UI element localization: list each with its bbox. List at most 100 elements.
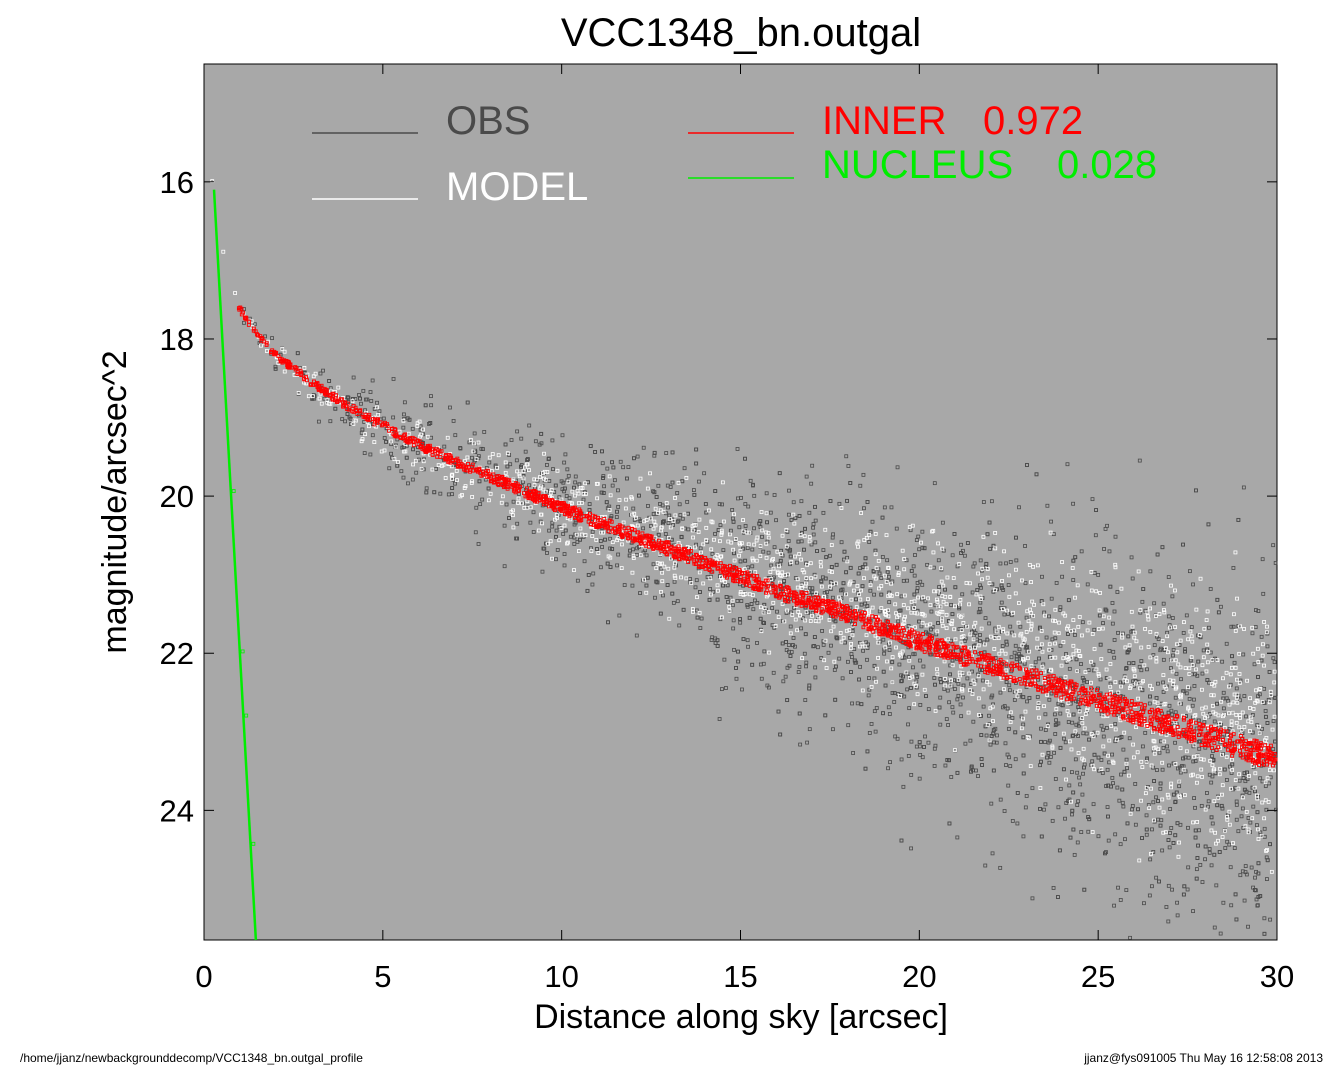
obs-point (1087, 737, 1092, 742)
obs-point (646, 504, 650, 508)
obs-point (632, 456, 636, 461)
obs-point (399, 469, 404, 474)
model-point (934, 597, 939, 602)
obs-point (751, 607, 756, 612)
obs-point (1179, 677, 1183, 682)
obs-point (720, 502, 724, 507)
obs-point (854, 597, 858, 602)
obs-point (869, 722, 874, 726)
model-point (634, 515, 638, 520)
model-point (799, 583, 804, 588)
obs-point (769, 563, 774, 568)
obs-point (1085, 582, 1090, 587)
obs-point (608, 565, 613, 569)
obs-point (914, 679, 919, 684)
obs-point (357, 393, 361, 397)
obs-point (608, 516, 613, 521)
obs-point (987, 520, 992, 525)
obs-point (1244, 789, 1249, 794)
obs-point (1018, 624, 1023, 629)
model-point (973, 620, 978, 625)
obs-point (347, 415, 352, 420)
obs-point (752, 526, 756, 531)
obs-point (600, 449, 604, 454)
obs-point (775, 609, 779, 614)
obs-point (1021, 695, 1026, 700)
obs-point (886, 705, 891, 710)
obs-point (1075, 803, 1080, 807)
obs-point (1250, 785, 1255, 790)
obs-point (715, 644, 720, 648)
obs-point (1049, 519, 1054, 524)
obs-point (1236, 517, 1241, 522)
model-point (319, 401, 324, 406)
obs-point (1071, 790, 1076, 795)
obs-point (1119, 735, 1124, 739)
obs-point (1137, 664, 1142, 669)
obs-point (654, 495, 659, 499)
obs-point (846, 723, 851, 728)
obs-point (745, 546, 750, 551)
obs-point (1273, 561, 1278, 565)
model-point (1119, 586, 1124, 591)
obs-point (787, 488, 791, 493)
obs-point (739, 599, 744, 603)
obs-point (813, 504, 817, 509)
obs-point (1256, 609, 1261, 613)
obs-point (1167, 763, 1171, 768)
obs-point (453, 461, 457, 466)
model-point (965, 624, 970, 629)
obs-point (603, 537, 607, 542)
obs-point (1154, 795, 1158, 800)
obs-point (1246, 816, 1251, 820)
obs-point (710, 552, 715, 556)
obs-point (945, 758, 950, 762)
obs-point (1110, 752, 1115, 757)
obs-point (905, 578, 909, 583)
obs-point (599, 490, 604, 495)
obs-point (1125, 821, 1130, 826)
obs-point (893, 734, 898, 739)
obs-point (762, 621, 766, 625)
model-point (1152, 818, 1156, 823)
obs-point (1218, 604, 1223, 609)
obs-point (1183, 755, 1188, 760)
obs-point (833, 664, 838, 669)
obs-point (1258, 832, 1263, 837)
obs-point (1003, 741, 1008, 746)
obs-point (1025, 463, 1029, 467)
obs-point (743, 524, 748, 528)
obs-point (873, 548, 878, 553)
obs-point (1267, 781, 1272, 786)
obs-point (1037, 656, 1041, 661)
obs-point (527, 423, 532, 428)
obs-point (692, 492, 697, 497)
obs-point (369, 399, 374, 403)
obs-point (421, 432, 426, 437)
obs-point (1080, 792, 1085, 797)
model-point (684, 576, 689, 581)
obs-point (953, 585, 958, 590)
model-point (697, 610, 702, 615)
obs-point (1176, 766, 1180, 771)
obs-point (1191, 744, 1196, 749)
obs-point (1053, 636, 1058, 641)
obs-point (1071, 827, 1076, 832)
obs-point (743, 502, 748, 506)
model-point (1209, 828, 1214, 833)
obs-point (1021, 834, 1026, 839)
obs-point (565, 467, 570, 472)
model-point (515, 469, 520, 474)
obs-point (991, 702, 995, 707)
obs-point (661, 519, 666, 524)
obs-point (760, 534, 764, 539)
obs-point (450, 486, 455, 490)
obs-point (724, 595, 729, 599)
obs-point (612, 478, 617, 483)
obs-point (1230, 654, 1234, 659)
obs-point (1118, 680, 1123, 685)
model-point (912, 681, 917, 686)
obs-point (848, 605, 853, 610)
obs-point (504, 502, 509, 507)
obs-point (778, 732, 783, 737)
